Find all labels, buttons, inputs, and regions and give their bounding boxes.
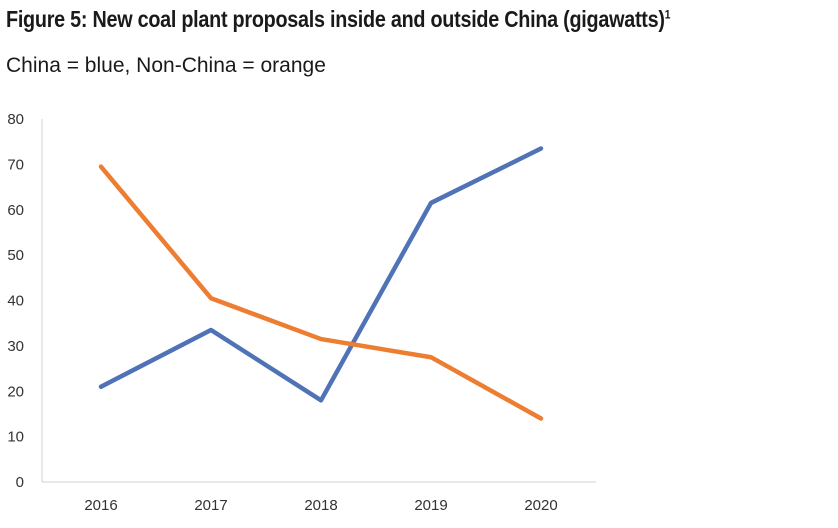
y-tick-label: 70 [7,156,24,173]
y-tick-label: 50 [7,247,24,264]
y-tick-label: 20 [7,383,24,400]
chart-title: Figure 5: New coal plant proposals insid… [6,6,670,33]
y-tick-label: 40 [7,293,24,310]
y-tick-label: 60 [7,202,24,219]
title-footnote-marker: 1 [664,7,671,22]
x-tick-label: 2020 [524,497,557,514]
x-tick-label: 2016 [84,497,117,514]
series-line-china [98,146,544,403]
chart-axes [41,119,596,483]
chart-series [98,146,544,421]
chart-title-text: Figure 5: New coal plant proposals insid… [6,6,665,32]
y-tick-label: 0 [16,474,24,491]
y-tick-label: 80 [7,111,24,128]
series-line-non-china [98,164,544,421]
y-tick-label: 30 [7,338,24,355]
x-tick-label: 2019 [414,497,447,514]
x-axis-ticks: 2016 2017 2018 2019 2020 [84,497,557,514]
chart-subtitle: China = blue, Non-China = orange [6,54,326,77]
y-axis-ticks: 0 10 20 30 40 50 60 70 80 [7,111,24,491]
x-tick-label: 2018 [304,497,337,514]
y-tick-label: 10 [7,429,24,446]
x-tick-label: 2017 [194,497,227,514]
